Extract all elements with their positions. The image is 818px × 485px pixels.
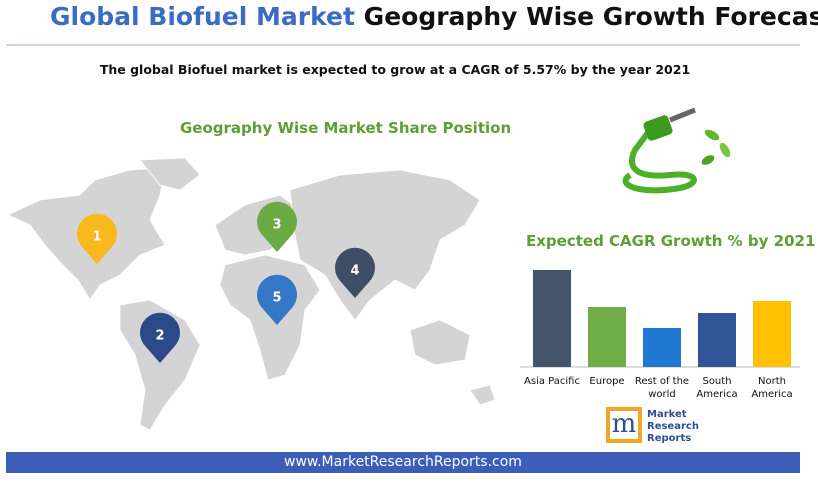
bar [588,307,626,367]
x-tick-label: Europe [589,376,625,387]
x-tick-label: Asia Pacific [524,376,580,387]
pin-label: 3 [272,218,281,233]
pin-label: 5 [272,291,281,306]
logo-text: Research [647,421,699,432]
bar [643,328,681,367]
pin [335,247,375,298]
bars [533,270,791,367]
logo-initial: m [612,409,637,439]
world-map [7,157,496,431]
pin [77,213,118,264]
title: Global Biofuel Market Geography Wise Gro… [50,2,818,31]
pin [257,201,297,252]
pin [139,312,181,363]
pin-label: 1 [92,230,101,245]
x-tick-label: Rest of the world [634,376,690,400]
bar [753,301,791,367]
subtitle: The global Biofuel market is expected to… [99,62,691,77]
logo-mark: m Market Research Reports [606,407,699,444]
bar [698,313,736,367]
pins: 1 2 3 4 5 [77,201,375,363]
x-tick-label: North America [751,376,793,400]
x-tick-label: South America [696,376,738,400]
pin-label: 4 [350,264,359,279]
chart-title: Expected CAGR Growth % by 2021 [526,232,816,250]
logo-text: Market [647,409,687,420]
footer: www.MarketResearchReports.com [6,452,800,473]
title-part: Global Biofuel Market [50,2,355,31]
biofuel-icon [622,107,731,194]
logo-text: Reports [647,433,691,444]
pin-label: 2 [155,329,164,344]
pin [257,274,297,325]
map-title: Geography Wise Market Share Position [180,119,512,137]
title-part: Geography Wise Growth Forecast [363,2,818,31]
bar [533,270,571,367]
